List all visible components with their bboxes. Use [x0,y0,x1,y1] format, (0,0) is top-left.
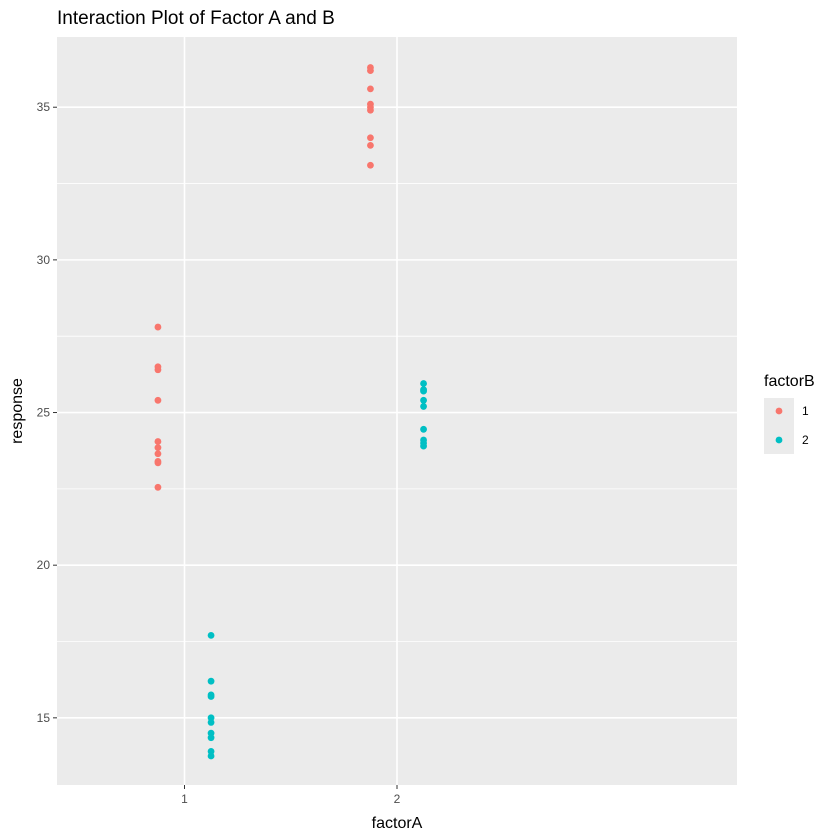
y-axis-title: response [9,378,26,444]
legend-key [775,407,783,415]
legend-label: 2 [802,433,809,447]
data-point [420,380,427,387]
data-point [420,403,427,410]
y-axis: 15 20 25 30 35 [37,100,57,725]
data-point [420,396,427,404]
data-points [154,64,427,760]
data-point [367,106,374,114]
legend: factorB 1 2 [764,373,815,454]
data-point [207,752,215,760]
data-point [420,442,427,450]
data-point [154,483,162,491]
major-grid [57,37,737,785]
data-point [420,387,427,395]
data-point [367,85,374,93]
x-tick-label: 1 [181,792,188,806]
data-point [207,693,215,700]
data-point [154,438,162,445]
data-point [154,366,162,374]
data-point [207,719,215,726]
data-point [154,450,162,458]
data-point [367,67,374,74]
y-tick-label: 30 [37,253,51,267]
data-point [207,734,215,742]
legend-label: 1 [802,404,809,418]
legend-key [775,436,783,444]
legend-key-background [764,398,794,454]
data-point [207,677,215,685]
data-point [367,161,374,169]
y-tick-label: 25 [37,406,51,420]
data-point [367,134,374,142]
x-axis-title: factorA [372,815,423,832]
y-tick-label: 15 [37,711,51,725]
data-point [420,425,427,433]
y-tick-label: 35 [37,100,51,114]
data-point [154,323,162,331]
legend-title: factorB [764,373,815,390]
data-point [154,396,162,404]
data-point [154,459,162,467]
data-point [207,632,215,639]
data-point [154,444,162,452]
data-point [367,141,374,149]
y-tick-label: 20 [37,558,51,572]
chart-title: Interaction Plot of Factor A and B [57,8,335,29]
x-tick-label: 2 [394,792,401,806]
